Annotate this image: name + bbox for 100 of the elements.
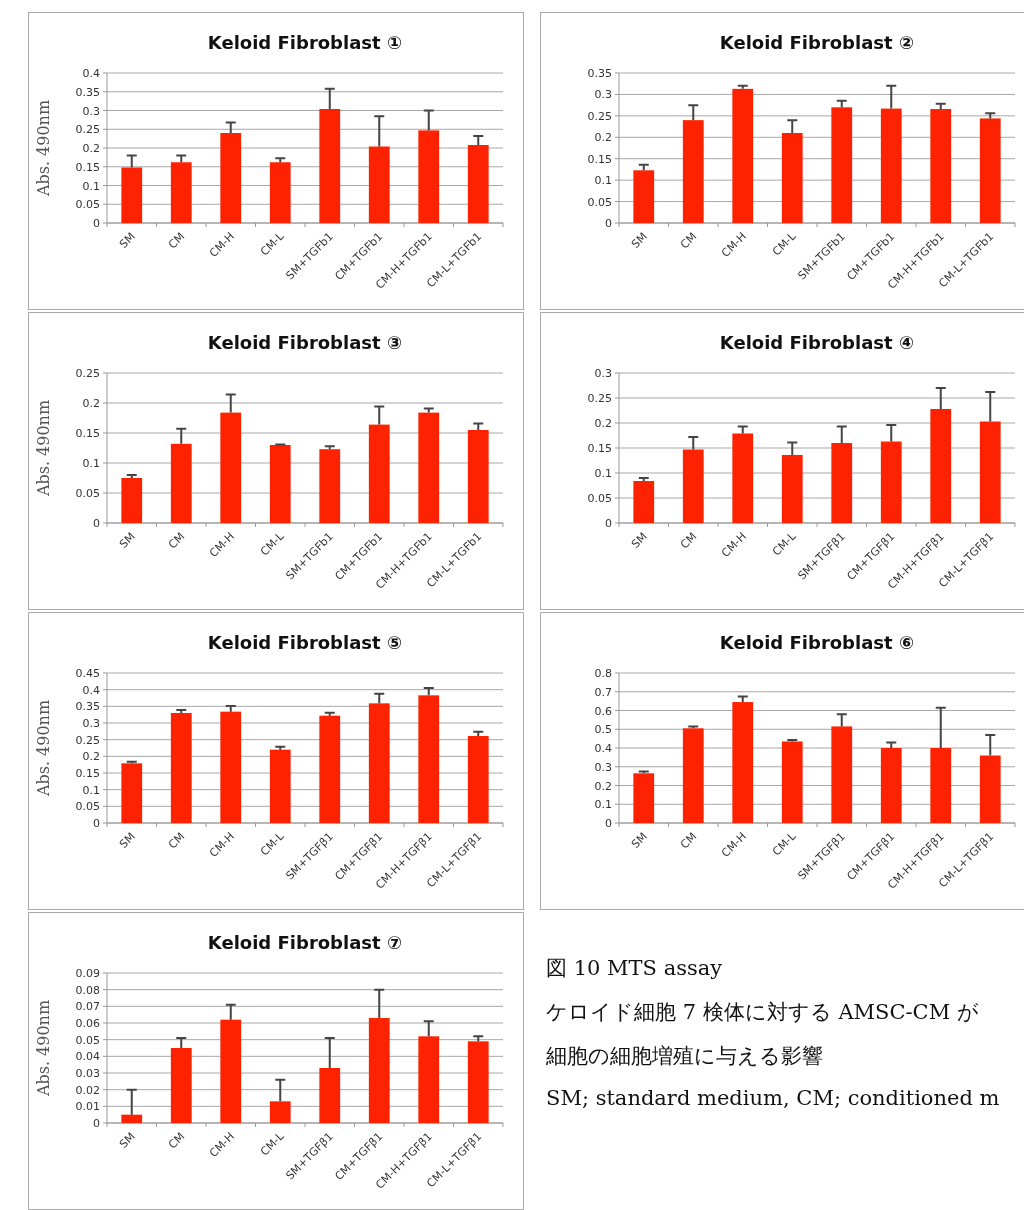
y-tick-label: 0.3 xyxy=(594,367,612,380)
y-axis-title: Abs. 490nm xyxy=(34,699,53,798)
bar xyxy=(220,133,242,223)
y-tick-label: 0.4 xyxy=(82,67,100,80)
bar xyxy=(220,711,242,823)
bar xyxy=(121,1114,143,1123)
bar xyxy=(930,409,952,523)
chart-title: Keloid Fibroblast ⑥ xyxy=(719,632,915,653)
bar xyxy=(418,412,440,523)
y-tick-label: 0.5 xyxy=(594,723,612,737)
y-tick-label: 0.2 xyxy=(594,131,612,145)
bar xyxy=(418,1036,440,1123)
y-tick-label: 0.1 xyxy=(594,174,612,188)
x-tick-label: SM xyxy=(629,829,650,851)
bar xyxy=(682,449,704,523)
y-tick-label: 0 xyxy=(605,817,612,830)
bar xyxy=(319,715,341,823)
bar xyxy=(121,167,143,223)
y-tick-label: 0 xyxy=(93,817,100,830)
bar xyxy=(930,109,952,223)
bar xyxy=(732,433,754,523)
y-tick-label: 0.25 xyxy=(75,733,100,747)
y-tick-label: 0.4 xyxy=(594,742,612,755)
bar xyxy=(979,421,1001,523)
y-tick-label: 0.4 xyxy=(82,683,100,697)
y-tick-label: 0.15 xyxy=(75,767,100,780)
y-tick-label: 0.01 xyxy=(75,1100,100,1114)
bar xyxy=(319,449,341,523)
text: 細胞の細胞増殖に与える影響 xyxy=(546,1043,824,1070)
text: ケロイド細胞 7 検体に対する AMSC-CM が xyxy=(546,999,980,1026)
x-tick-label: SM xyxy=(117,1129,138,1151)
y-tick-label: 0.3 xyxy=(82,717,100,730)
bar xyxy=(170,1048,192,1123)
bar xyxy=(781,133,803,223)
y-tick-label: 0.25 xyxy=(587,109,612,123)
bar xyxy=(633,773,655,823)
y-tick-label: 0.06 xyxy=(75,1017,100,1030)
y-tick-label: 0.08 xyxy=(75,983,100,997)
y-tick-label: 0.2 xyxy=(594,417,612,430)
y-tick-label: 0.3 xyxy=(82,104,100,118)
bar xyxy=(121,478,143,523)
bar xyxy=(633,481,655,523)
y-tick-label: 0.05 xyxy=(587,492,612,505)
text: SM; standard medium, CM; conditioned m xyxy=(546,1086,1001,1110)
y-tick-label: 0.05 xyxy=(75,198,100,212)
bar xyxy=(633,170,655,223)
y-axis-title: Abs. 490nm xyxy=(34,99,53,198)
bar xyxy=(831,107,853,223)
y-tick-label: 0.2 xyxy=(594,779,612,793)
chart-title: Keloid Fibroblast ④ xyxy=(719,332,915,353)
y-tick-label: 0 xyxy=(93,217,100,230)
bar xyxy=(781,455,803,523)
bar xyxy=(121,763,143,823)
y-tick-label: 0.3 xyxy=(594,760,612,774)
bar xyxy=(682,120,704,223)
y-tick-label: 0.1 xyxy=(594,798,612,812)
bar xyxy=(880,748,902,823)
bar xyxy=(319,109,341,223)
y-tick-label: 0.05 xyxy=(587,195,612,209)
bar xyxy=(269,1101,291,1123)
y-tick-label: 0.35 xyxy=(587,67,612,80)
chart-title: Keloid Fibroblast ⑦ xyxy=(207,932,403,953)
y-tick-label: 0.1 xyxy=(82,457,100,470)
x-tick-label: CM xyxy=(678,229,700,252)
y-tick-label: 0.35 xyxy=(75,700,100,714)
y-tick-label: 0.15 xyxy=(587,152,612,166)
bar xyxy=(269,162,291,223)
x-tick-label: SM xyxy=(117,529,138,551)
y-tick-label: 0 xyxy=(93,517,100,530)
y-tick-label: 0.45 xyxy=(75,667,100,680)
y-tick-label: 0 xyxy=(93,1117,100,1130)
chart-title: Keloid Fibroblast ② xyxy=(719,32,915,53)
bar xyxy=(418,695,440,823)
y-tick-label: 0.09 xyxy=(75,967,100,980)
bar xyxy=(170,713,192,823)
x-tick-label: SM xyxy=(629,529,650,551)
bar xyxy=(467,145,489,223)
bar xyxy=(269,445,291,523)
bar xyxy=(979,755,1001,823)
bar xyxy=(880,108,902,223)
y-tick-label: 0.07 xyxy=(75,1000,100,1014)
bar xyxy=(220,412,242,523)
bar xyxy=(930,748,952,823)
x-tick-label: SM xyxy=(629,229,650,251)
y-tick-label: 0.6 xyxy=(594,704,612,718)
y-tick-label: 0.3 xyxy=(594,88,612,102)
chart-title: Keloid Fibroblast ① xyxy=(207,32,403,53)
y-tick-label: 0.1 xyxy=(82,179,100,193)
y-tick-label: 0 xyxy=(605,217,612,230)
bar xyxy=(368,1018,390,1123)
x-tick-label: CM xyxy=(166,229,188,252)
y-tick-label: 0.15 xyxy=(587,442,612,455)
bar xyxy=(831,443,853,523)
y-tick-label: 0.8 xyxy=(594,667,612,680)
x-tick-label: SM xyxy=(117,229,138,251)
y-tick-label: 0.04 xyxy=(75,1050,100,1064)
x-tick-label: CM xyxy=(166,829,188,852)
y-tick-label: 0.05 xyxy=(75,800,100,814)
bar xyxy=(220,1019,242,1123)
bar xyxy=(880,441,902,523)
